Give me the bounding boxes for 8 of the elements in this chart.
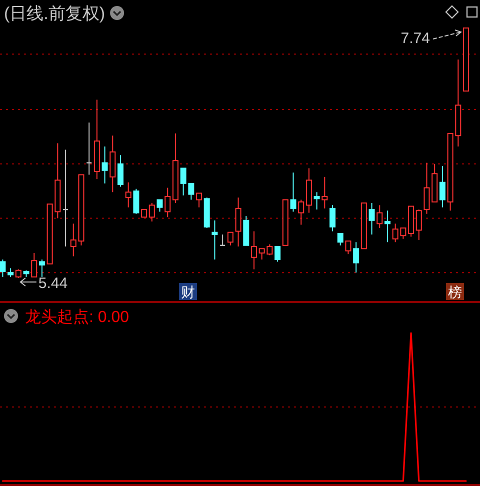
price-label: 5.44	[20, 275, 68, 292]
chart-title: 龙头起点: 0.00	[25, 308, 130, 326]
event-marker: 榜	[446, 283, 464, 300]
annotation: 5.44	[38, 275, 68, 292]
annotation: 7.74	[400, 30, 430, 47]
price-label: 7.74	[400, 30, 462, 47]
event-marker: 财	[179, 283, 198, 300]
chart-title: (日线.前复权)	[4, 4, 106, 23]
